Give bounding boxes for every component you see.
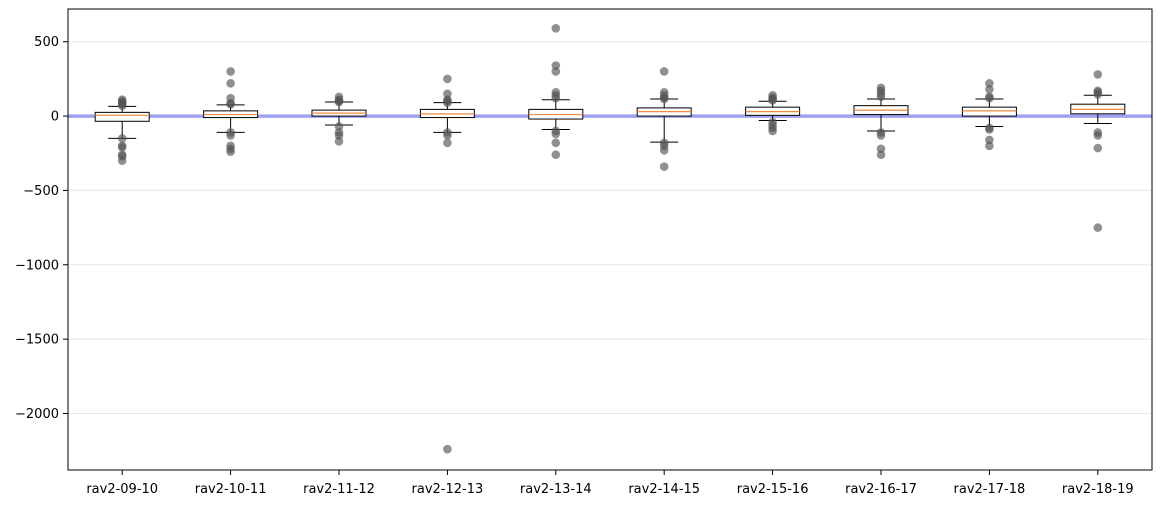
outlier-point [443, 89, 452, 99]
outlier-point [768, 90, 777, 100]
outlier-point [551, 24, 561, 33]
outlier-point [334, 92, 344, 102]
box-group [961, 79, 1017, 151]
outlier-point [226, 93, 235, 103]
outlier-point [876, 150, 886, 160]
outlier-point [226, 67, 235, 76]
outlier-point [226, 79, 235, 88]
x-axis: rav2-09-10 rav2-10-11 rav2-11-12 rav2-12-13… [86, 470, 1134, 497]
outlier-point [551, 138, 561, 148]
outlier-point [443, 95, 452, 105]
outlier-point [117, 95, 127, 105]
iqr-box [961, 106, 1017, 117]
outlier-point [117, 156, 127, 165]
outlier-point [443, 444, 452, 454]
outlier-point [985, 141, 994, 151]
x-tick-label: rav2-09-10 [86, 482, 158, 497]
outlier-point [876, 83, 886, 93]
outlier-point [226, 131, 235, 140]
y-tick-label: 500 [34, 35, 59, 50]
outlier-point [1093, 70, 1103, 79]
outlier-point [551, 129, 561, 139]
y-tick-label: −1000 [15, 258, 59, 273]
outlier-point [876, 144, 886, 154]
outlier-point [985, 85, 994, 94]
x-tick-label: rav2-12-13 [412, 482, 484, 497]
outlier-point [985, 125, 994, 134]
outlier-point [1093, 143, 1103, 153]
outlier-point [443, 74, 452, 84]
outlier-point [659, 67, 669, 76]
outlier-point [117, 143, 127, 152]
boxes [94, 24, 1126, 454]
outlier-point [985, 92, 994, 102]
box-group [1070, 70, 1126, 232]
box-group [853, 83, 909, 160]
outlier-point [659, 162, 669, 171]
outlier-point [551, 150, 561, 160]
box-group [528, 24, 584, 160]
outlier-point [985, 79, 994, 88]
outlier-point [659, 87, 669, 97]
box-group [419, 74, 475, 454]
outlier-point [876, 131, 886, 140]
box-group [745, 90, 801, 136]
y-axis: 500 0 −500 −1000 −1500 −2000 [15, 35, 68, 422]
outlier-point [659, 145, 669, 155]
box-group [203, 67, 259, 157]
box-group [311, 92, 367, 146]
box-group [94, 95, 150, 165]
x-tick-label: rav2-16-17 [845, 482, 917, 497]
outlier-point [1093, 223, 1103, 232]
outlier-point [985, 135, 994, 145]
box-group [636, 67, 692, 171]
x-tick-label: rav2-13-14 [520, 482, 592, 497]
x-tick-label: rav2-18-19 [1062, 482, 1134, 497]
outlier-point [226, 147, 235, 157]
outlier-point [334, 137, 344, 146]
x-tick-label: rav2-14-15 [628, 482, 700, 497]
y-tick-label: 0 [51, 110, 59, 125]
y-tick-label: −1500 [15, 333, 59, 348]
x-tick-label: rav2-10-11 [195, 482, 267, 497]
outlier-point [117, 134, 127, 143]
outlier-point [443, 138, 452, 148]
outlier-point [1093, 86, 1103, 96]
x-tick-label: rav2-15-16 [737, 482, 809, 497]
outlier-point [443, 131, 452, 140]
outlier-point [1093, 131, 1103, 140]
outlier-point [768, 126, 777, 136]
y-tick-label: −2000 [15, 407, 59, 422]
y-tick-label: −500 [23, 184, 59, 199]
outlier-point [551, 67, 561, 76]
outlier-point [334, 131, 344, 140]
iqr-box [94, 111, 150, 122]
x-tick-label: rav2-11-12 [303, 482, 375, 497]
x-tick-label: rav2-17-18 [954, 482, 1026, 497]
outlier-point [334, 122, 344, 131]
plot-frame [67, 8, 1153, 471]
outlier-point [551, 61, 561, 70]
outlier-point [551, 87, 561, 97]
